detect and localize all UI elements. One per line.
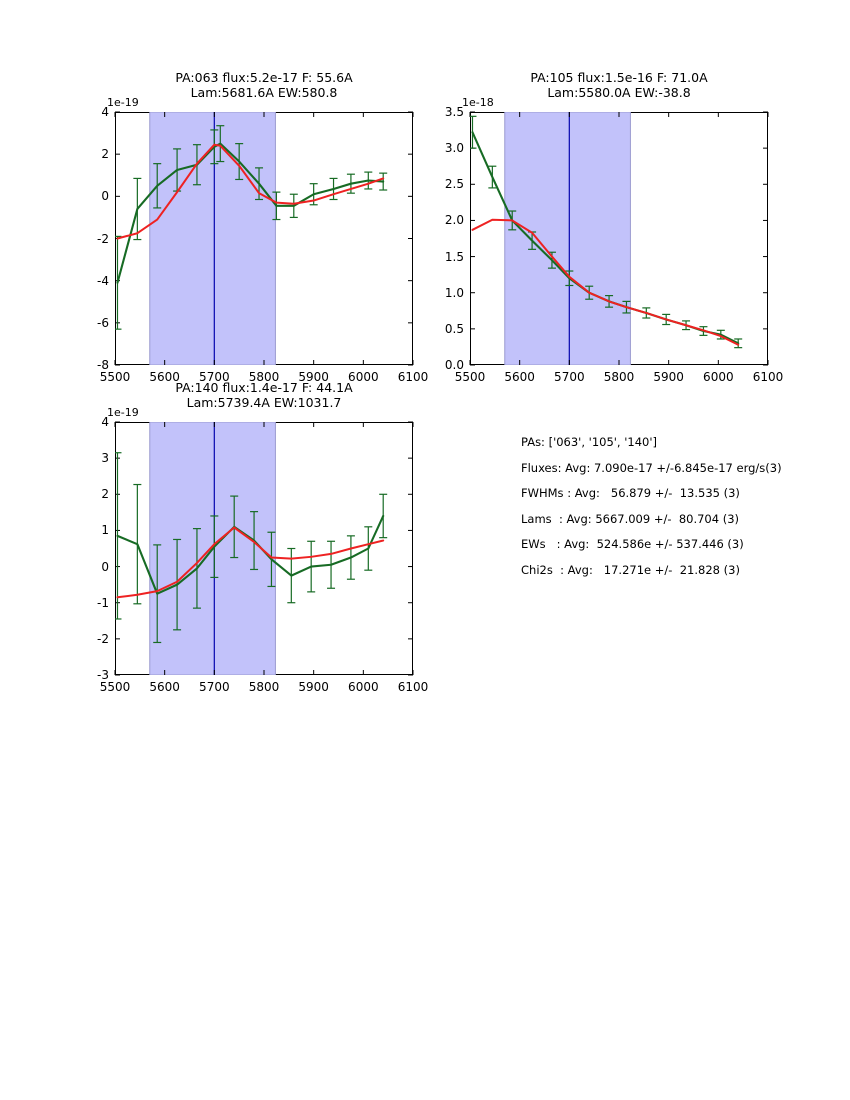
x-tick-label: 5700 <box>199 680 230 694</box>
x-tick-label: 6100 <box>397 370 429 384</box>
summary-line: FWHMs : Avg: 56.879 +/- 13.535 (3) <box>521 486 740 500</box>
y-tick-label: -6 <box>97 315 109 330</box>
panel-title: PA:105 flux:1.5e-16 F: 71.0A Lam:5580.0A … <box>430 70 808 100</box>
y-tick-label: 2.5 <box>444 177 464 192</box>
y-axis-offset-text: 1e-18 <box>462 96 494 109</box>
x-tick-label: 5500 <box>99 370 131 384</box>
y-tick-label: -8 <box>97 358 109 372</box>
x-tick-label: 5600 <box>149 680 180 694</box>
x-tick-label: 6000 <box>703 370 734 384</box>
y-tick-label: 1.0 <box>444 285 464 300</box>
y-tick-label: 4 <box>101 105 109 119</box>
y-tick-label: -4 <box>97 273 109 288</box>
y-axis-offset-text: 1e-19 <box>107 406 139 419</box>
x-tick-label: 5700 <box>199 370 230 384</box>
y-tick-label: 0 <box>101 189 109 204</box>
panel-title: PA:063 flux:5.2e-17 F: 55.6A Lam:5681.6A … <box>75 70 453 100</box>
y-tick-label: -3 <box>97 668 109 682</box>
summary-line: EWs : Avg: 524.586e +/- 537.446 (3) <box>521 537 744 551</box>
x-tick-label: 5800 <box>248 680 280 694</box>
y-tick-label: -1 <box>97 595 109 610</box>
x-tick-label: 5500 <box>454 370 486 384</box>
y-tick-label: 3.5 <box>444 105 464 119</box>
x-tick-label: 6100 <box>752 370 784 384</box>
y-tick-label: -2 <box>97 231 109 246</box>
x-tick-label: 5700 <box>554 370 585 384</box>
panel-title-line1: PA:105 flux:1.5e-16 F: 71.0A <box>530 70 708 85</box>
y-tick-label: 1.5 <box>444 249 464 264</box>
x-tick-label: 6000 <box>348 370 379 384</box>
y-tick-label: 2 <box>101 487 109 502</box>
y-tick-label: 0.5 <box>444 321 464 336</box>
summary-line: Fluxes: Avg: 7.090e-17 +/-6.845e-17 erg/… <box>521 460 782 475</box>
plot-axes <box>115 422 413 675</box>
x-tick-label: 6100 <box>397 680 429 694</box>
x-tick-label: 5900 <box>298 370 329 384</box>
summary-statistics-block: PAs: ['063', '105', '140'] Fluxes: Avg: 7… <box>521 430 782 583</box>
y-tick-label: 3 <box>101 451 109 466</box>
x-tick-label: 5600 <box>504 370 535 384</box>
y-tick-label: 2.0 <box>444 213 464 228</box>
x-tick-label: 5600 <box>149 370 180 384</box>
x-tick-label: 5800 <box>248 370 280 384</box>
x-tick-label: 5800 <box>603 370 635 384</box>
x-tick-label: 5900 <box>298 680 329 694</box>
x-tick-label: 5500 <box>99 680 131 694</box>
y-tick-label: 3.0 <box>444 141 464 156</box>
y-tick-label: 0 <box>101 559 109 574</box>
y-tick-label: 4 <box>101 415 109 429</box>
panel-title-line2: Lam:5681.6A EW:580.8 <box>190 85 338 100</box>
y-tick-label: 0.0 <box>444 358 464 372</box>
panel-title-line2: Lam:5739.4A EW:1031.7 <box>186 395 342 410</box>
panel-title-line2: Lam:5580.0A EW:-38.8 <box>547 85 691 100</box>
summary-line: Chi2s : Avg: 17.271e +/- 21.828 (3) <box>521 562 740 577</box>
y-tick-label: 2 <box>101 147 109 162</box>
y-tick-label: -2 <box>97 631 109 646</box>
y-axis-offset-text: 1e-19 <box>107 96 139 109</box>
summary-line: Lams : Avg: 5667.009 +/- 80.704 (3) <box>521 511 740 526</box>
x-tick-label: 5900 <box>653 370 684 384</box>
x-tick-label: 6000 <box>348 680 379 694</box>
panel-title: PA:140 flux:1.4e-17 F: 44.1A Lam:5739.4A … <box>75 380 453 410</box>
y-tick-label: 1 <box>101 523 109 538</box>
panel-title-line1: PA:140 flux:1.4e-17 F: 44.1A <box>175 380 353 395</box>
panel-title-line1: PA:063 flux:5.2e-17 F: 55.6A <box>175 70 353 85</box>
summary-line: PAs: ['063', '105', '140'] <box>521 435 658 449</box>
